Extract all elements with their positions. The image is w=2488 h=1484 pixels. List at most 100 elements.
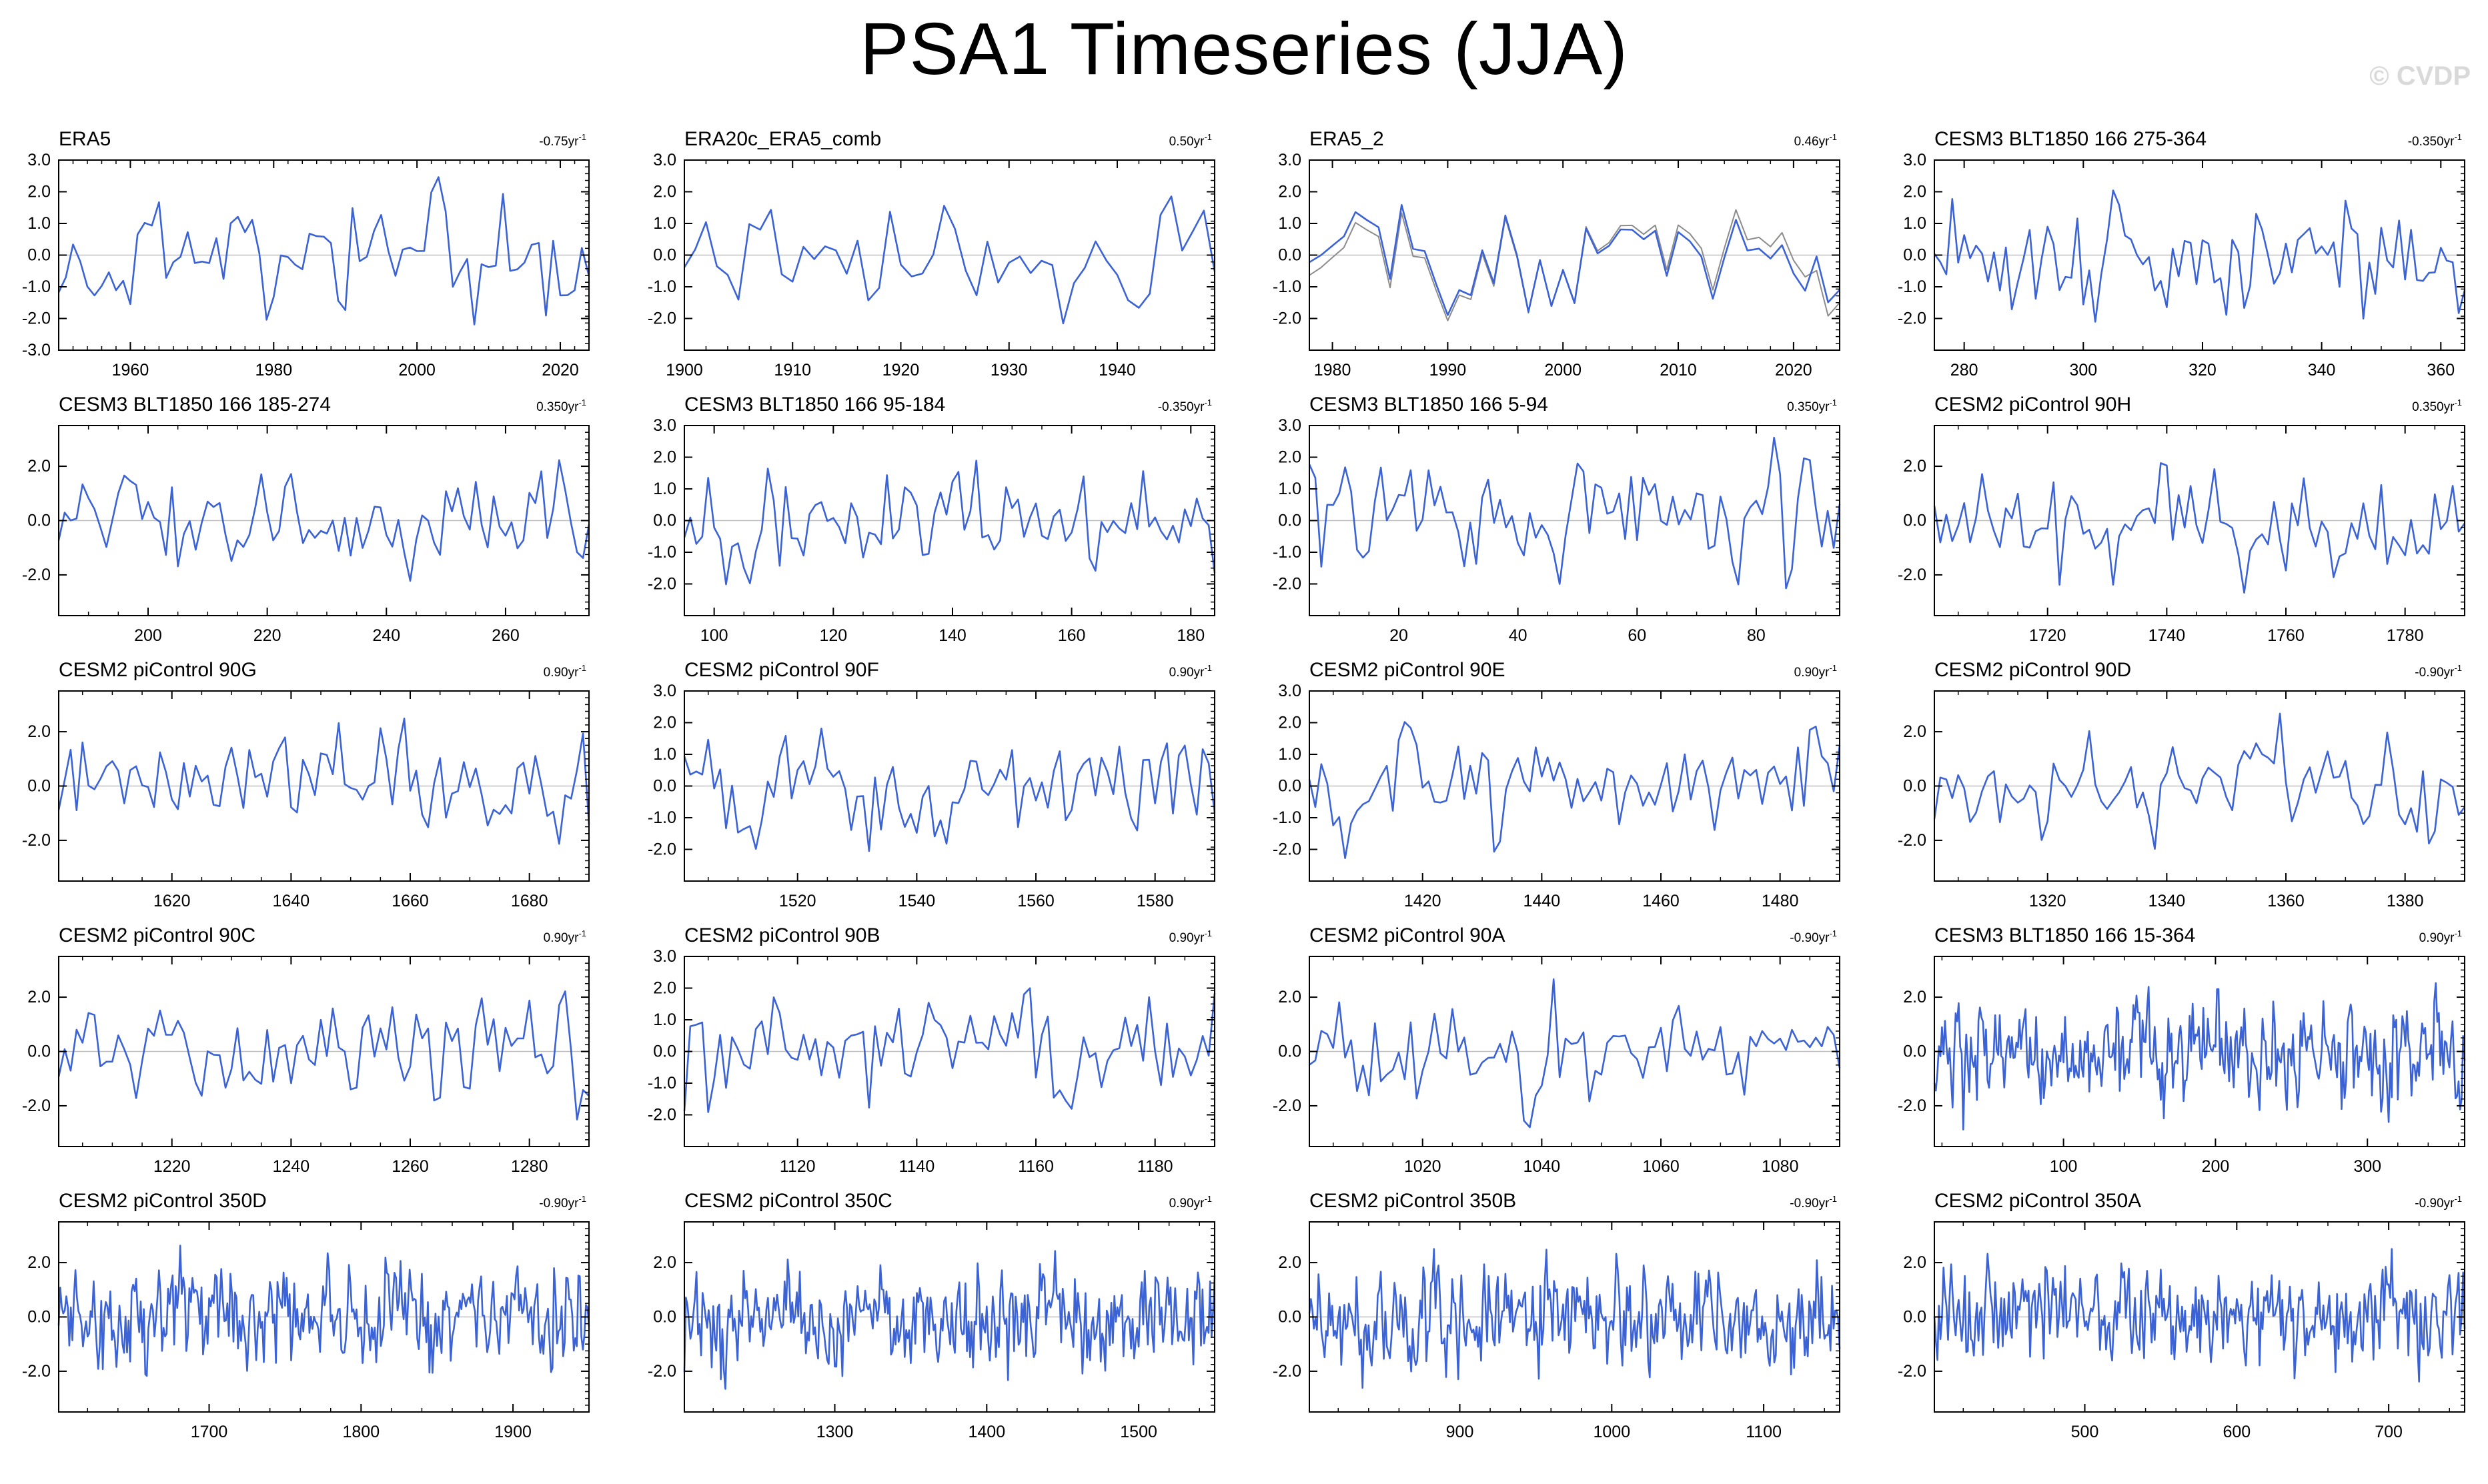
trend-label: -0.90yr-1	[1790, 928, 1837, 945]
panel-title: CESM2 piControl 90H	[1934, 394, 2131, 416]
y-tick-label: 0.0	[1903, 1308, 1926, 1327]
x-tick-label: 160	[1058, 626, 1086, 645]
y-tick-label: -2.0	[1898, 1362, 1926, 1381]
panel-title: CESM2 piControl 90F	[684, 659, 879, 681]
series-line	[683, 1250, 1216, 1390]
x-tick-label: 360	[2427, 361, 2455, 380]
trend-label: 0.90yr-1	[1169, 928, 1212, 945]
series-line	[57, 459, 590, 582]
y-tick-label: 2.0	[27, 988, 51, 1006]
series-line	[683, 987, 1216, 1113]
x-tick-label: 1240	[273, 1157, 310, 1176]
series-line	[1933, 982, 2466, 1131]
panel-title: CESM2 piControl 90E	[1309, 659, 1505, 681]
trend-label: -0.350yr-1	[2408, 132, 2462, 149]
trend-label: -0.90yr-1	[2415, 1194, 2462, 1211]
x-tick-label: 180	[1177, 626, 1205, 645]
x-tick-label: 1990	[1429, 361, 1467, 380]
x-tick-label: 1910	[774, 361, 811, 380]
x-tick-label: 1520	[779, 892, 816, 910]
x-tick-label: 200	[134, 626, 162, 645]
series-line	[1933, 712, 2466, 850]
y-tick-label: 3.0	[653, 682, 676, 700]
y-tick-label: -2.0	[648, 309, 676, 328]
series-line	[57, 176, 590, 325]
y-tick-label: -2.0	[22, 831, 51, 850]
panel-title: CESM3 BLT1850 166 275-364	[1934, 128, 2207, 150]
y-tick-label: -1.0	[648, 543, 676, 562]
trend-label: 0.350yr-1	[536, 398, 586, 414]
y-tick-label: 1.0	[1903, 214, 1926, 233]
y-tick-label: 0.0	[1903, 777, 1926, 796]
y-tick-label: 2.0	[1278, 714, 1301, 732]
y-tick-label: 2.0	[1278, 183, 1301, 201]
y-tick-label: 0.0	[1278, 512, 1301, 530]
x-tick-label: 1340	[2148, 892, 2186, 910]
y-tick-label: 3.0	[653, 947, 676, 966]
x-tick-label: 1040	[1523, 1157, 1561, 1176]
y-tick-label: 2.0	[1903, 722, 1926, 741]
panel-title: CESM2 piControl 350A	[1934, 1190, 2141, 1212]
y-tick-label: 0.0	[1278, 1042, 1301, 1061]
trend-label: -0.75yr-1	[539, 132, 586, 149]
x-tick-label: 1420	[1404, 892, 1441, 910]
y-tick-label: -2.0	[22, 1362, 51, 1381]
y-tick-label: 2.0	[1903, 183, 1926, 201]
y-tick-label: 2.0	[1903, 988, 1926, 1006]
x-tick-label: 1220	[153, 1157, 191, 1176]
panel-title: CESM3 BLT1850 166 15-364	[1934, 924, 2195, 946]
x-tick-label: 1900	[494, 1423, 532, 1441]
series-line	[683, 195, 1216, 325]
x-tick-label: 1930	[991, 361, 1028, 380]
panel-title: CESM3 BLT1850 166 185-274	[59, 394, 331, 416]
y-tick-label: 1.0	[653, 214, 676, 233]
series-line	[1933, 189, 2466, 323]
x-tick-label: 260	[492, 626, 520, 645]
x-tick-label: 600	[2223, 1423, 2251, 1441]
trend-label: 0.90yr-1	[544, 663, 586, 680]
x-tick-label: 1780	[2387, 626, 2424, 645]
x-tick-label: 1320	[2029, 892, 2066, 910]
panel-18: CESM2 piControl 350B -0.90yr-1 -2.0 0.0 2.0 9…	[1273, 1190, 1841, 1441]
x-tick-label: 700	[2375, 1423, 2403, 1441]
x-tick-label: 1620	[153, 892, 191, 910]
x-tick-label: 1500	[1120, 1423, 1157, 1441]
panel-12: CESM2 piControl 90C 0.90yr-1 -2.0 0.0 2.0 122…	[22, 924, 590, 1176]
series-line	[57, 718, 590, 845]
x-tick-label: 900	[1446, 1423, 1474, 1441]
y-tick-label: 2.0	[27, 457, 51, 476]
y-tick-label: 2.0	[1278, 1253, 1301, 1272]
y-tick-label: 1.0	[653, 480, 676, 498]
x-tick-label: 1960	[112, 361, 149, 380]
series-line	[1308, 1248, 1841, 1389]
y-tick-label: -2.0	[1898, 309, 1926, 328]
panel-15: CESM3 BLT1850 166 15-364 0.90yr-1 -2.0 0.0 2…	[1898, 924, 2466, 1176]
panel-5: CESM3 BLT1850 166 95-184 -0.350yr-1 -2.0 -1…	[648, 394, 1216, 645]
trend-label: 0.350yr-1	[1787, 398, 1837, 414]
series-line	[1308, 721, 1841, 859]
panel-title: CESM2 piControl 90A	[1309, 924, 1505, 946]
y-tick-label: -1.0	[22, 277, 51, 296]
panel-13: CESM2 piControl 90B 0.90yr-1 -2.0 -1.0 0.0 1.…	[648, 924, 1216, 1176]
x-tick-label: 1400	[968, 1423, 1005, 1441]
trend-label: 0.350yr-1	[2412, 398, 2462, 414]
series-line	[57, 990, 590, 1121]
y-tick-label: 0.0	[1278, 1308, 1301, 1327]
panel-title: ERA5	[59, 128, 111, 150]
x-tick-label: 500	[2071, 1423, 2099, 1441]
x-tick-label: 1300	[816, 1423, 854, 1441]
panel-11: CESM2 piControl 90D -0.90yr-1 -2.0 0.0 2.0 13…	[1898, 659, 2466, 910]
x-tick-label: 1720	[2029, 626, 2066, 645]
y-tick-label: 3.0	[653, 151, 676, 169]
y-tick-label: 3.0	[1278, 416, 1301, 435]
panel-16: CESM2 piControl 350D -0.90yr-1 -2.0 0.0 2.0 1…	[22, 1190, 590, 1441]
panel-9: CESM2 piControl 90F 0.90yr-1 -2.0 -1.0 0.0 1.…	[648, 659, 1216, 910]
x-tick-label: 100	[2050, 1157, 2078, 1176]
x-tick-label: 1560	[1017, 892, 1055, 910]
panel-17: CESM2 piControl 350C 0.90yr-1 -2.0 0.0 2.0 13…	[648, 1190, 1216, 1441]
panel-title: CESM2 piControl 90B	[684, 924, 880, 946]
y-tick-label: 0.0	[27, 1308, 51, 1327]
panel-title: CESM2 piControl 350D	[59, 1190, 267, 1212]
y-tick-label: -2.0	[648, 1106, 676, 1125]
series-line	[1933, 1248, 2466, 1383]
